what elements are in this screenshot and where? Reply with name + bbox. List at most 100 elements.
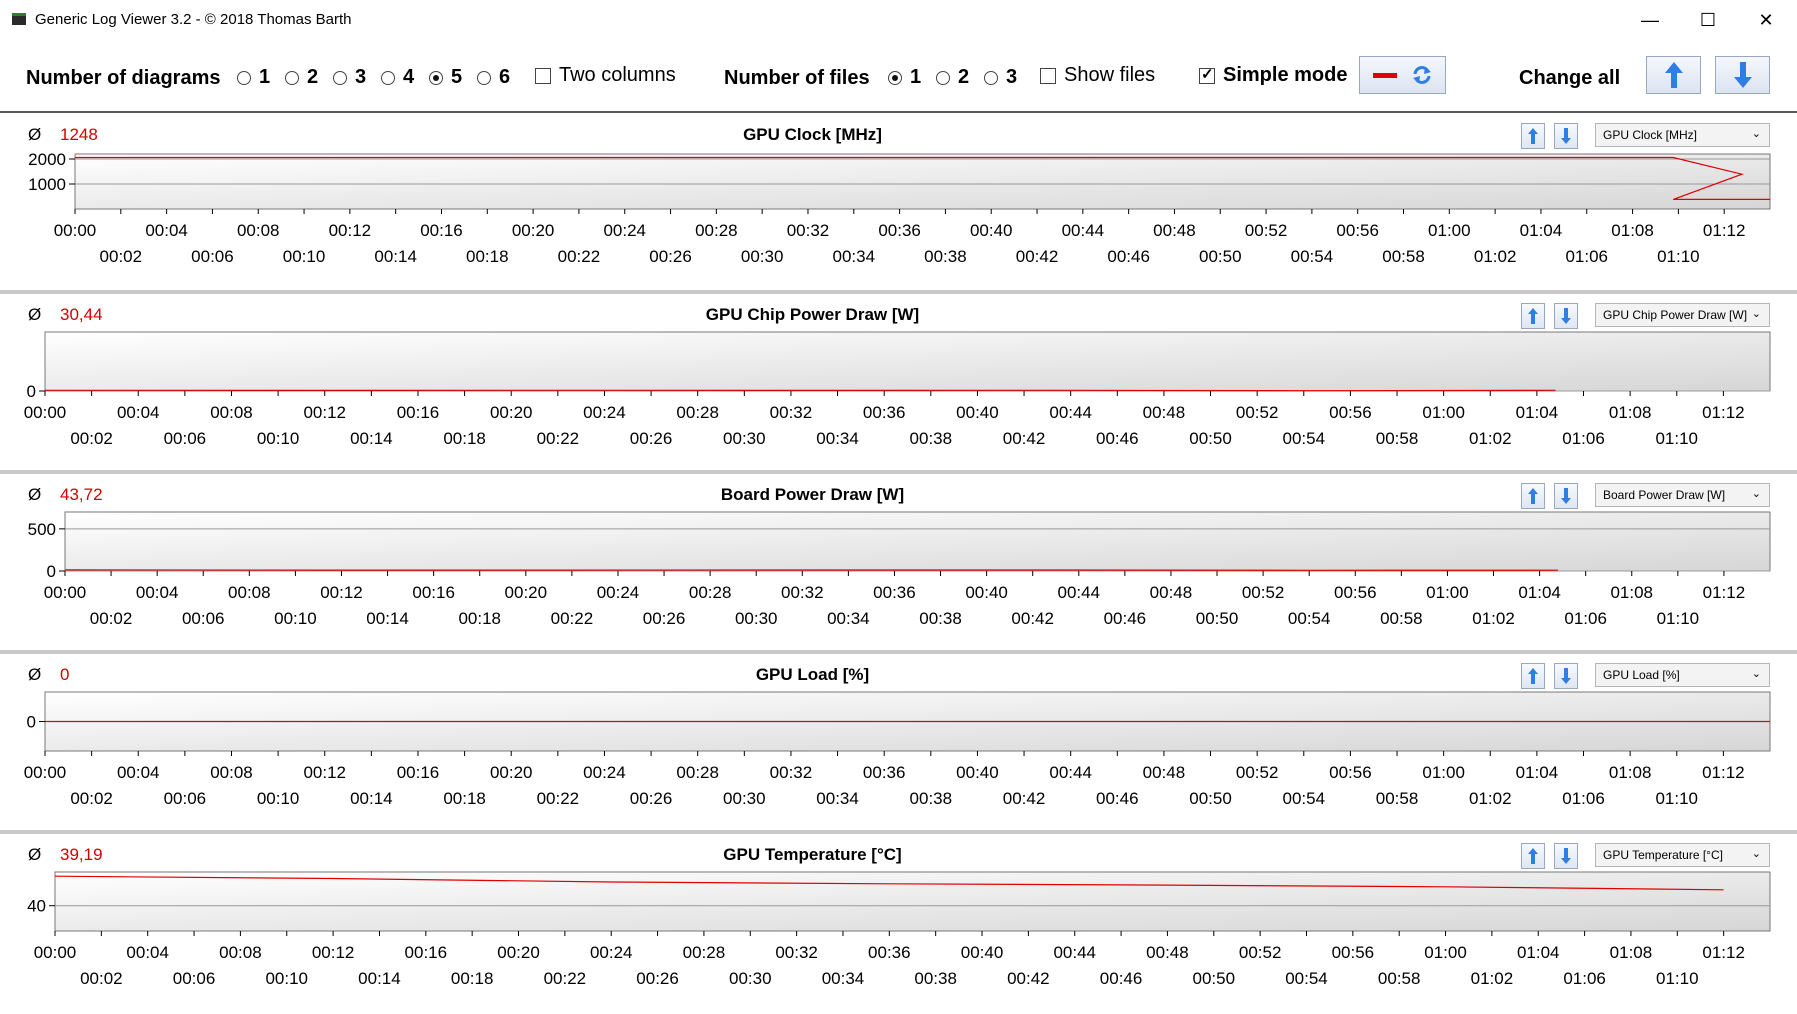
title-bar: Generic Log Viewer 3.2 - © 2018 Thomas B… [0, 0, 1797, 40]
x-tick-label: 00:44 [1049, 403, 1092, 422]
x-tick-label: 00:48 [1146, 943, 1189, 962]
x-tick-label: 01:08 [1611, 221, 1654, 240]
show-files-checkbox[interactable]: Show files [1040, 64, 1155, 87]
x-tick-label: 00:58 [1380, 609, 1423, 628]
maximize-button[interactable]: ☐ [1679, 0, 1737, 40]
x-tick-label: 00:38 [919, 609, 962, 628]
diagram-panel: Ø 30,44 GPU Chip Power Draw [W] GPU Chip… [0, 294, 1797, 474]
diagram-panel: Ø 39,19 GPU Temperature [°C] GPU Tempera… [0, 834, 1797, 1014]
move-all-down-button[interactable] [1715, 56, 1770, 94]
x-tick-label: 00:26 [649, 247, 692, 266]
diagrams-radio-1[interactable]: 1 [237, 66, 270, 89]
x-tick-label: 01:04 [1517, 943, 1560, 962]
x-tick-label: 00:34 [822, 969, 865, 988]
x-tick-label: 00:28 [695, 221, 738, 240]
x-tick-label: 00:38 [924, 247, 967, 266]
diagrams-radio-5[interactable]: 5 [429, 66, 462, 89]
diagrams-radio-3[interactable]: 3 [333, 66, 366, 89]
x-tick-label: 00:52 [1236, 403, 1279, 422]
x-tick-label: 00:04 [136, 583, 179, 602]
x-tick-label: 00:50 [1196, 609, 1239, 628]
x-tick-label: 00:30 [735, 609, 778, 628]
x-tick-label: 01:00 [1426, 583, 1469, 602]
x-tick-label: 00:24 [583, 763, 626, 782]
x-tick-label: 00:06 [173, 969, 216, 988]
files-radio-2[interactable]: 2 [936, 66, 969, 89]
x-tick-label: 00:56 [1336, 221, 1379, 240]
x-tick-label: 00:10 [257, 429, 300, 448]
x-tick-label: 00:48 [1150, 583, 1193, 602]
x-tick-label: 00:32 [787, 221, 830, 240]
x-tick-label: 00:58 [1378, 969, 1421, 988]
files-radio-1[interactable]: 1 [888, 66, 921, 89]
plot-background [55, 872, 1770, 931]
x-tick-label: 00:30 [741, 247, 784, 266]
x-tick-label: 00:16 [412, 583, 455, 602]
x-tick-label: 00:08 [210, 763, 253, 782]
x-tick-label: 00:14 [350, 429, 393, 448]
x-tick-label: 00:44 [1049, 763, 1092, 782]
x-tick-label: 00:04 [145, 221, 188, 240]
x-tick-label: 00:36 [878, 221, 921, 240]
x-tick-label: 00:14 [350, 789, 393, 808]
x-tick-label: 00:38 [910, 429, 953, 448]
diagram-panel: Ø 1248 GPU Clock [MHz] GPU Clock [MHz]⌄ … [0, 114, 1797, 294]
x-tick-label: 00:38 [910, 789, 953, 808]
x-tick-label: 00:42 [1011, 609, 1054, 628]
x-tick-label: 01:06 [1564, 609, 1607, 628]
close-button[interactable]: ✕ [1737, 0, 1795, 40]
x-tick-label: 00:46 [1107, 247, 1150, 266]
x-tick-label: 00:26 [636, 969, 679, 988]
diagrams-radio-2[interactable]: 2 [285, 66, 318, 89]
x-tick-label: 00:26 [643, 609, 686, 628]
x-tick-label: 00:44 [1062, 221, 1105, 240]
x-tick-label: 00:16 [397, 403, 440, 422]
x-tick-label: 00:36 [863, 763, 906, 782]
x-tick-label: 00:00 [34, 943, 77, 962]
x-tick-label: 00:02 [70, 789, 113, 808]
x-tick-label: 00:08 [228, 583, 271, 602]
red-line-icon [1373, 73, 1397, 78]
x-tick-label: 00:54 [1288, 609, 1331, 628]
x-tick-label: 01:12 [1702, 403, 1745, 422]
x-tick-label: 00:32 [770, 403, 813, 422]
diagrams-radio-6[interactable]: 6 [477, 66, 510, 89]
move-all-up-button[interactable] [1646, 56, 1701, 94]
simple-mode-checkbox[interactable]: Simple mode [1199, 64, 1347, 87]
y-tick-label: 2000 [28, 150, 66, 169]
x-tick-label: 00:46 [1100, 969, 1143, 988]
x-tick-label: 01:10 [1656, 969, 1699, 988]
x-tick-label: 00:42 [1003, 429, 1046, 448]
x-tick-label: 00:08 [237, 221, 280, 240]
x-tick-label: 00:30 [723, 429, 766, 448]
color-refresh-button[interactable] [1359, 56, 1446, 94]
x-tick-label: 00:00 [44, 583, 87, 602]
x-tick-label: 00:00 [24, 403, 67, 422]
x-tick-label: 00:48 [1143, 763, 1186, 782]
change-all-label: Change all [1519, 67, 1620, 90]
diagrams-radio-4[interactable]: 4 [381, 66, 414, 89]
x-tick-label: 01:00 [1424, 943, 1467, 962]
x-tick-label: 00:18 [451, 969, 494, 988]
two-columns-checkbox[interactable]: Two columns [535, 64, 676, 87]
x-tick-label: 00:42 [1003, 789, 1046, 808]
x-tick-label: 01:02 [1469, 429, 1512, 448]
y-tick-label: 40 [27, 897, 46, 916]
x-tick-label: 01:00 [1422, 403, 1465, 422]
x-tick-label: 00:52 [1242, 583, 1285, 602]
x-tick-label: 00:16 [397, 763, 440, 782]
x-tick-label: 01:02 [1471, 969, 1514, 988]
x-tick-label: 00:52 [1236, 763, 1279, 782]
files-radio-3[interactable]: 3 [984, 66, 1017, 89]
x-tick-label: 01:10 [1655, 429, 1698, 448]
x-tick-label: 00:32 [775, 943, 818, 962]
x-tick-label: 00:32 [770, 763, 813, 782]
minimize-button[interactable]: — [1621, 0, 1679, 40]
x-tick-label: 01:00 [1422, 763, 1465, 782]
x-tick-label: 00:08 [210, 403, 253, 422]
window-title: Generic Log Viewer 3.2 - © 2018 Thomas B… [35, 11, 352, 28]
x-tick-label: 00:04 [126, 943, 169, 962]
